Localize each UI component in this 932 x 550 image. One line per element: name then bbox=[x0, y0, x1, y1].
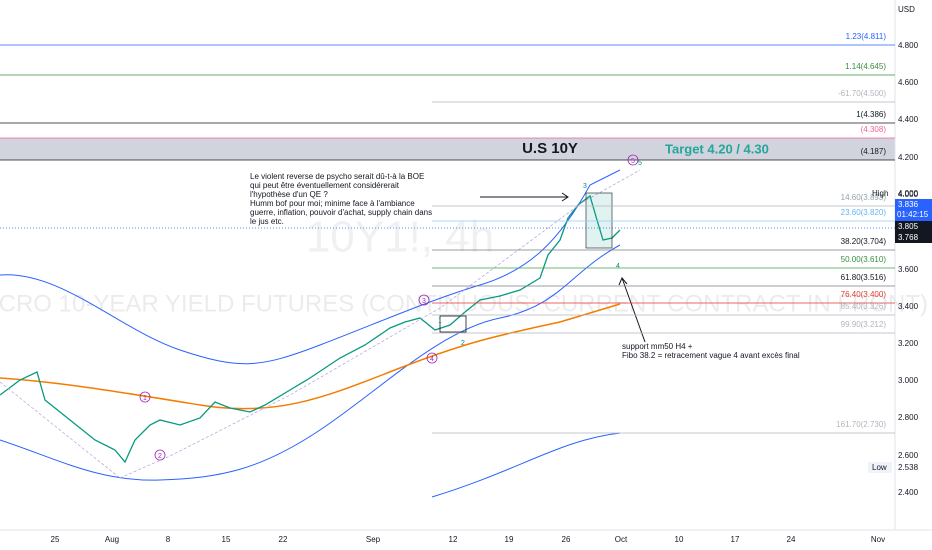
arrow bbox=[621, 277, 646, 343]
note-line: l'hypothèse d'un QE ? bbox=[250, 190, 328, 199]
watermark-symbol: 10Y1!, 4h bbox=[306, 213, 494, 262]
fib-label: 38.20(3.704) bbox=[841, 237, 887, 246]
time-tick-label: 25 bbox=[51, 535, 60, 544]
wave-circle bbox=[154, 449, 166, 461]
fib-label: 76.40(3.400) bbox=[841, 290, 887, 299]
price-tick-label: 2.400 bbox=[898, 488, 919, 497]
note-line: Le violent reverse de psycho serait dû-t… bbox=[250, 172, 424, 181]
price-tick-label: 3.000 bbox=[898, 376, 919, 385]
wave-label: 3 bbox=[583, 183, 587, 190]
fib-label: 23.60(3.820) bbox=[841, 208, 887, 217]
low-badge bbox=[868, 462, 892, 473]
fib-label: 85.40(3.326) bbox=[841, 302, 887, 311]
time-tick-label: 12 bbox=[449, 535, 458, 544]
price-tick-label: 4.400 bbox=[898, 115, 919, 124]
arrow-head bbox=[618, 277, 628, 286]
bollinger-upper bbox=[0, 169, 621, 365]
time-tick-label: Sep bbox=[366, 535, 381, 544]
note-line: Fibo 38.2 = retracement vague 4 avant ex… bbox=[622, 351, 800, 360]
fib-label: 50.00(3.610) bbox=[841, 255, 887, 264]
wave-label: 3 bbox=[422, 298, 426, 305]
lower-band bbox=[431, 432, 621, 498]
last-price: 3.836 bbox=[898, 200, 919, 209]
note-line: support mm50 H4 + bbox=[622, 342, 693, 351]
moving-average bbox=[0, 303, 621, 410]
wave-label: 4 bbox=[430, 356, 434, 363]
time-tick-label: 24 bbox=[787, 535, 796, 544]
fib-label: 1.23(4.811) bbox=[846, 32, 887, 41]
fib-label: 1.14(4.645) bbox=[845, 62, 886, 71]
high-label: High bbox=[872, 189, 888, 198]
wave-circle bbox=[627, 154, 639, 166]
wave-label: 4 bbox=[616, 263, 620, 270]
time-tick-label: 26 bbox=[562, 535, 571, 544]
fib-label: 161.70(2.730) bbox=[836, 420, 886, 429]
price-tick-label: 3.400 bbox=[898, 302, 919, 311]
note-line: guerre, inflation, pouvoir d'achat, supp… bbox=[250, 208, 432, 217]
time-tick-label: 10 bbox=[675, 535, 684, 544]
level-badge bbox=[895, 221, 932, 232]
wave-label: 1 bbox=[143, 395, 147, 402]
level-b: 3.768 bbox=[898, 233, 919, 242]
note-line: le jus etc. bbox=[250, 217, 284, 226]
wave4-box bbox=[585, 192, 613, 249]
wave-label: 1 bbox=[438, 318, 442, 325]
price-line bbox=[0, 194, 621, 464]
fib-label: 99.90(3.212) bbox=[841, 320, 887, 329]
time-tick-label: 17 bbox=[731, 535, 740, 544]
time-tick-label: 15 bbox=[222, 535, 231, 544]
high-value: 4.000 bbox=[898, 189, 919, 198]
price-tick-label: 2.800 bbox=[898, 413, 919, 422]
time-tick-label: 19 bbox=[505, 535, 514, 544]
wave-circle bbox=[426, 352, 438, 364]
target: Target 4.20 / 4.30 bbox=[665, 141, 769, 156]
fib-label: 61.80(3.516) bbox=[841, 273, 887, 282]
level-badge bbox=[895, 232, 932, 243]
wave-label: 5 bbox=[638, 160, 642, 167]
resistance-zone bbox=[0, 138, 895, 160]
price-tick-label: 3.200 bbox=[898, 339, 919, 348]
time-tick-label: 8 bbox=[166, 535, 171, 544]
low-value: 2.538 bbox=[898, 463, 919, 472]
currency: USD bbox=[898, 5, 915, 14]
time-tick-label: Aug bbox=[105, 535, 119, 544]
time-tick-label: Nov bbox=[871, 535, 885, 544]
wave-label: 5 bbox=[631, 158, 635, 165]
price-tick-label: 2.600 bbox=[898, 451, 919, 460]
fib-label: 1(4.386) bbox=[856, 110, 886, 119]
wave-circle bbox=[139, 391, 151, 403]
fib-label: -61.70(4.500) bbox=[838, 89, 886, 98]
wave-label: 2 bbox=[158, 453, 162, 460]
price-tick-label: 4.000 bbox=[898, 190, 919, 199]
arrow-head bbox=[561, 192, 569, 202]
wave-label: 2 bbox=[461, 340, 465, 347]
time-tick-label: Oct bbox=[615, 535, 628, 544]
fib-label: 14.60(3.893) bbox=[841, 193, 887, 202]
price-tick-label: 4.600 bbox=[898, 78, 919, 87]
wave2-box bbox=[439, 315, 467, 333]
last-badge bbox=[895, 199, 932, 221]
price-tick-label: 4.200 bbox=[898, 153, 919, 162]
price-tick-label: 3.600 bbox=[898, 265, 919, 274]
note-line: qui peut être éventuellement considérera… bbox=[250, 181, 400, 190]
price-tick-label: 4.800 bbox=[898, 41, 919, 50]
note-line: Humm bof pour moi; minime face à l'ambia… bbox=[250, 199, 415, 208]
idea-title: U.S 10Y bbox=[522, 140, 578, 157]
time-tick-label: 22 bbox=[279, 535, 288, 544]
low-label: Low bbox=[872, 463, 887, 472]
level-a: 3.805 bbox=[898, 222, 919, 231]
countdown: 01:42:15 bbox=[897, 210, 929, 219]
wave-circle bbox=[418, 294, 430, 306]
fib-label: (4.308) bbox=[861, 125, 887, 134]
bollinger-lower bbox=[0, 244, 621, 481]
fib-label: (4.187) bbox=[861, 147, 887, 156]
